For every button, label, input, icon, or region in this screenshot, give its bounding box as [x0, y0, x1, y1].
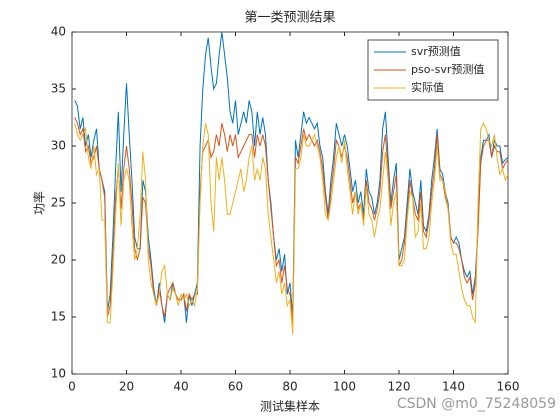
y-tick-label: 30: [51, 139, 66, 153]
y-tick-label: 15: [51, 310, 66, 324]
y-tick-label: 35: [51, 82, 66, 96]
watermark: CSDN @m0_75248059: [397, 396, 556, 412]
x-axis-label: 测试集样本: [260, 399, 320, 414]
x-tick-label: 40: [173, 380, 188, 394]
y-tick-label: 40: [51, 25, 66, 39]
y-tick-label: 25: [51, 196, 66, 210]
y-axis-label: 功率: [32, 191, 47, 215]
x-tick-label: 0: [68, 380, 76, 394]
x-tick-label: 60: [228, 380, 243, 394]
legend-label: svr预测值: [411, 45, 461, 58]
legend-label: pso-svr预测值: [411, 63, 484, 76]
y-tick-label: 20: [51, 253, 66, 267]
x-tick-label: 140: [442, 380, 465, 394]
y-tick-label: 10: [51, 367, 66, 381]
x-tick-label: 100: [333, 380, 356, 394]
legend-label: 实际值: [411, 80, 444, 94]
x-tick-label: 20: [119, 380, 134, 394]
chart-title: 第一类预测结果: [244, 11, 335, 26]
x-tick-label: 120: [388, 380, 411, 394]
series-line: [74, 122, 509, 335]
x-tick-label: 160: [497, 380, 520, 394]
x-tick-label: 80: [282, 380, 297, 394]
